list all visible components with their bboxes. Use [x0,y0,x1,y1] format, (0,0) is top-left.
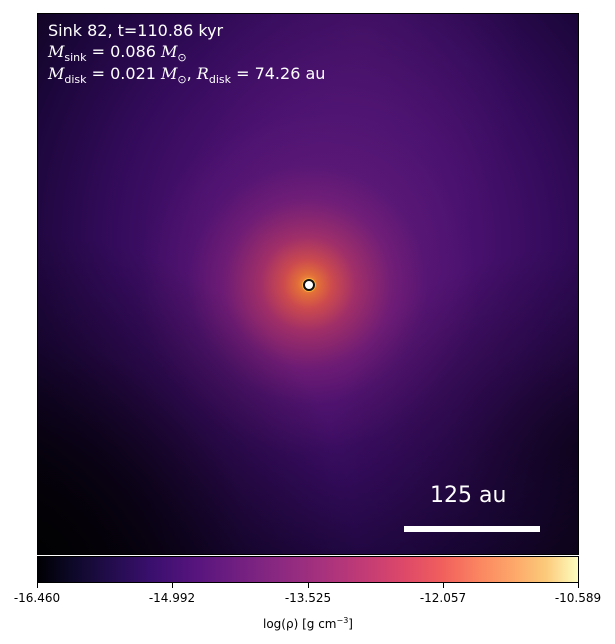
disk-mass-symbol: M [48,64,65,83]
colorbar-tick-label: -14.992 [148,591,196,605]
scale-bar [404,526,540,532]
sink-mass-unit-subscript: ⊙ [177,51,187,64]
sink-marker [303,279,315,291]
sink-mass-subscript: sink [64,51,87,64]
colorbar-tick [172,583,173,588]
colorbar-label-exponent: −3 [336,616,349,625]
sink-mass-symbol: M [48,42,65,61]
disk-radius-subscript: disk [208,73,231,86]
colorbar-tick [37,583,38,588]
colorbar-label-suffix: ] [348,617,353,631]
colorbar-tick [578,583,579,588]
disk-radius-value: = 74.26 au [236,64,326,83]
colorbar-tick [308,583,309,588]
disk-mass-unit: M [161,64,178,83]
colorbar-tick [443,583,444,588]
sink-mass-value: = 0.086 [91,42,156,61]
colorbar-label: log(ρ) [g cm−3] [263,614,353,631]
colorbar [37,556,579,583]
disk-text: Mdisk = 0.021 M⊙, Rdisk = 74.26 au [48,64,326,86]
sink-mass-unit: M [161,42,178,61]
density-map: Sink 82, t=110.86 kyr Msink = 0.086 M⊙ M… [37,13,579,555]
disk-mass-subscript: disk [64,73,87,86]
colorbar-tick-label: -13.525 [284,591,332,605]
scale-bar-label: 125 au [430,483,507,508]
colorbar-tick-label: -12.057 [419,591,467,605]
disk-mass-unit-subscript: ⊙ [177,73,187,86]
disk-mass-value: = 0.021 [91,64,156,83]
sink-mass-text: Msink = 0.086 M⊙ [48,42,187,64]
sink-title: Sink 82, t=110.86 kyr [48,21,224,40]
disk-radius-symbol: R [196,64,209,83]
colorbar-label-text: log(ρ) [g cm [263,617,337,631]
colorbar-tick-label: -10.589 [554,591,602,605]
colorbar-tick-label: -16.460 [13,591,61,605]
